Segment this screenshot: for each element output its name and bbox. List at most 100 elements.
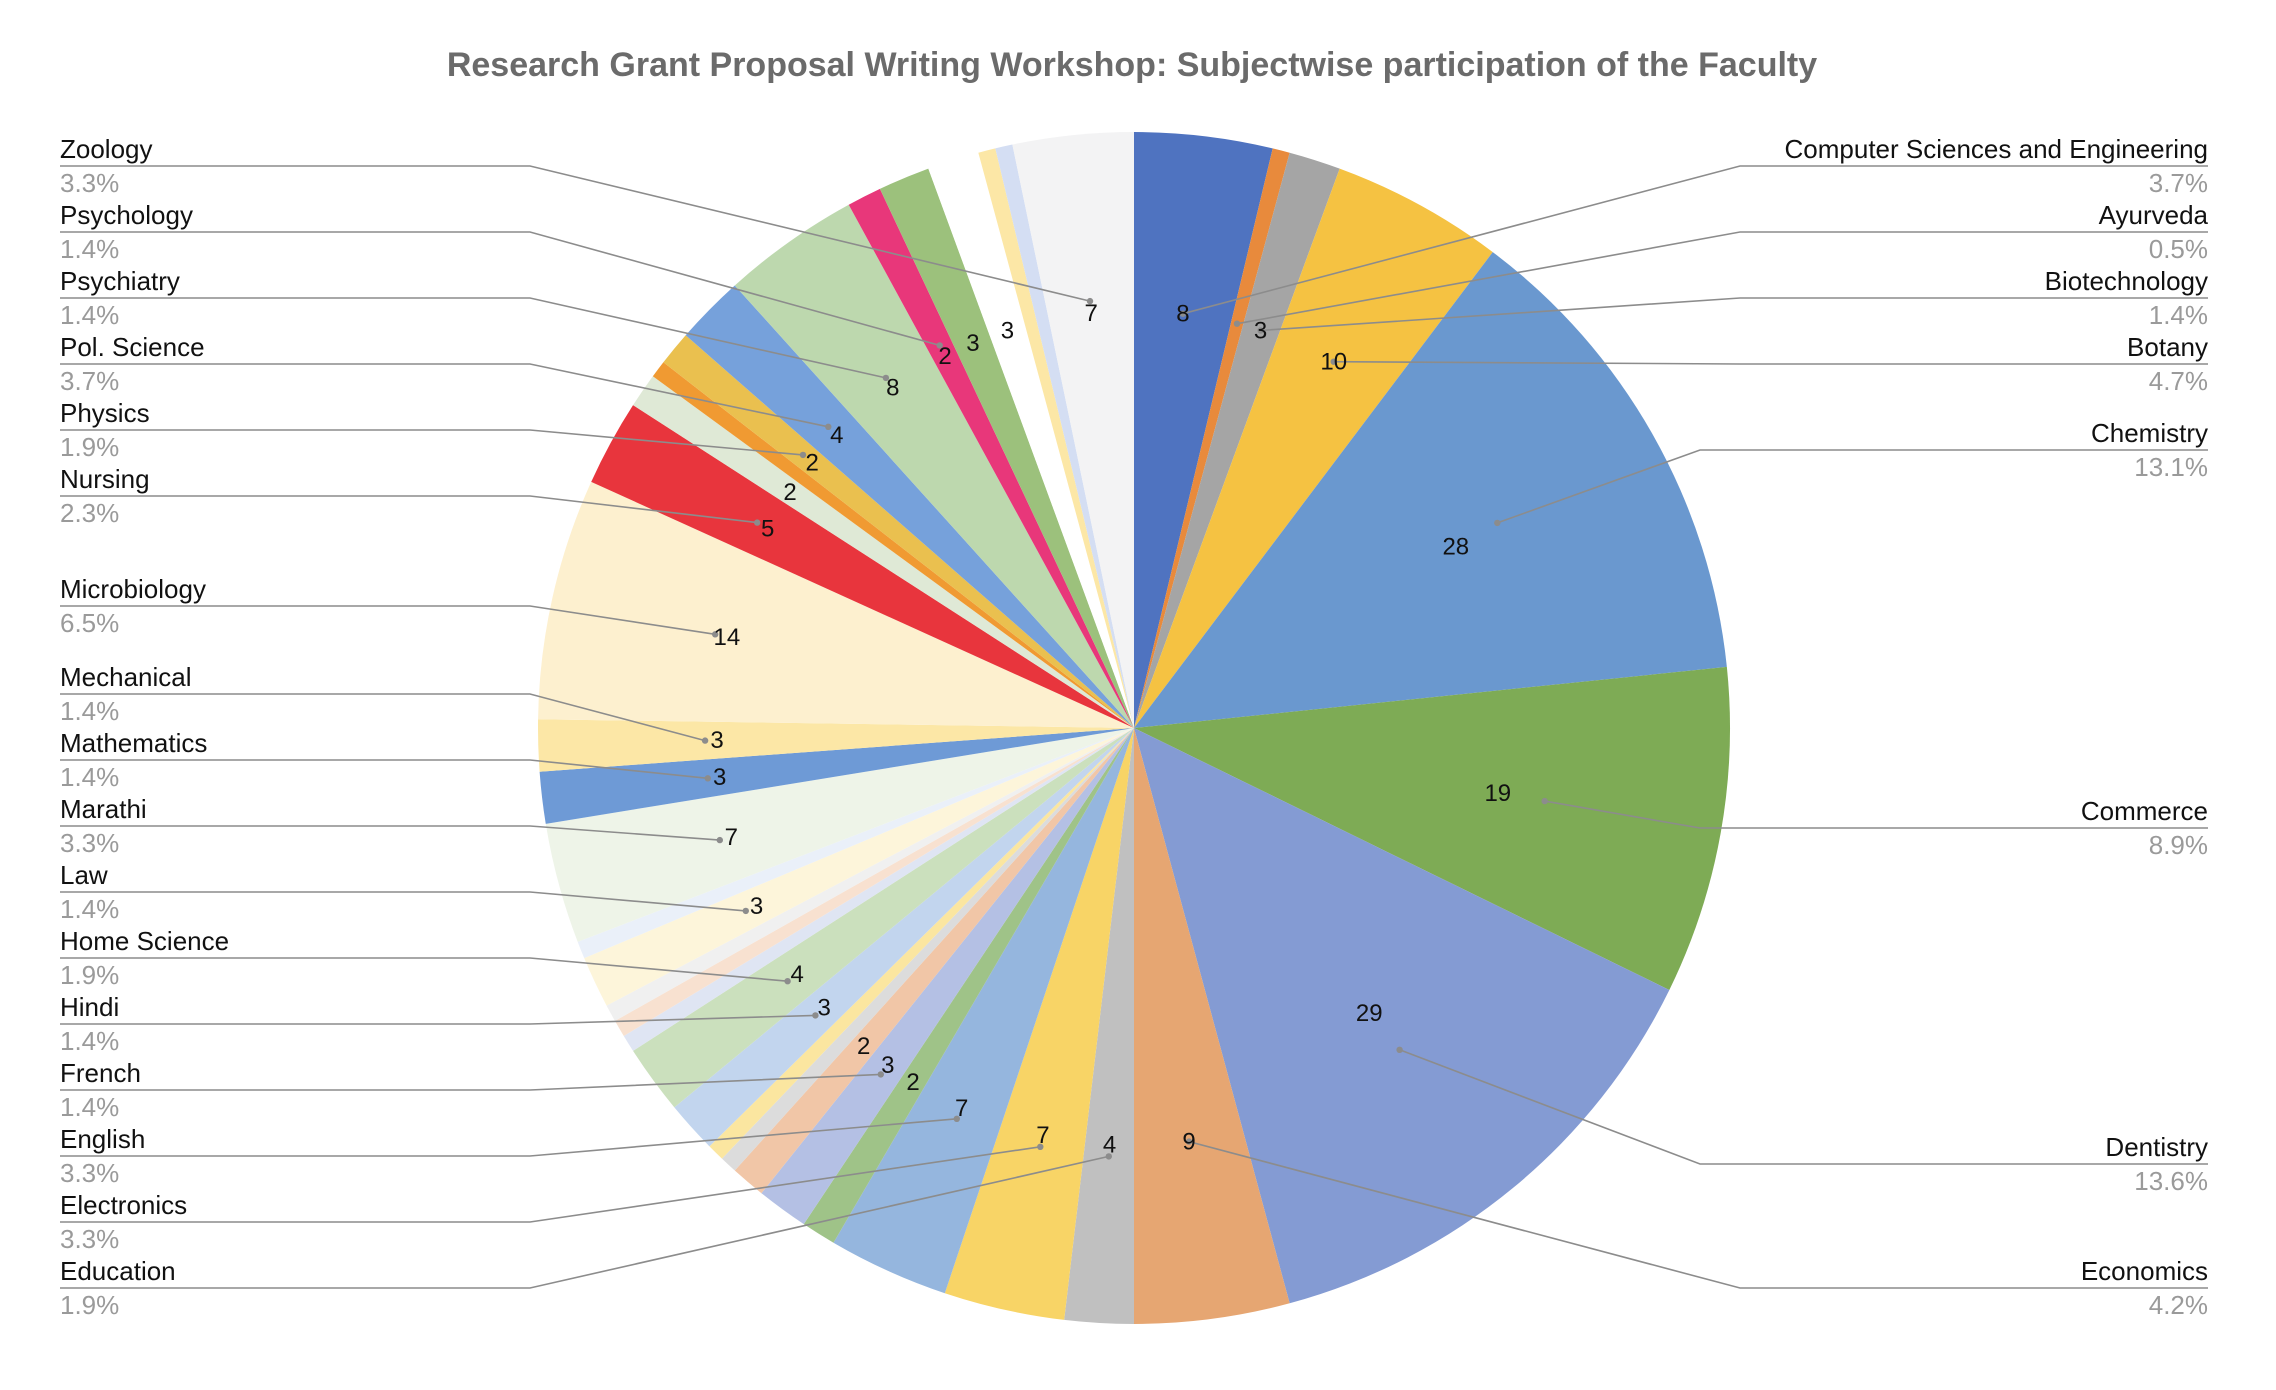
leader-line [60, 1014, 816, 1025]
slice-zoology [1012, 132, 1134, 728]
leader-dot [1494, 519, 1501, 527]
leader-dot [784, 978, 791, 985]
category-label-zoology: Zoology [60, 134, 153, 164]
leader-line [60, 495, 758, 524]
leader-dot [1037, 1143, 1044, 1151]
leader-dot [1105, 1153, 1113, 1160]
percent-label-electronics: 3.3% [60, 1224, 119, 1254]
category-label-biotechnology: Biotechnology [2045, 266, 2208, 296]
category-label-economics: Economics [2081, 1256, 2208, 1286]
leader-line [60, 1155, 1109, 1289]
leader-dot [704, 775, 711, 782]
value-label: 8 [1176, 301, 1189, 328]
value-label: 2 [783, 479, 796, 506]
leader-dot [877, 1071, 884, 1078]
category-label-pol-science: Pol. Science [60, 332, 205, 362]
slice-37 [995, 144, 1134, 729]
slice-chemistry [1134, 252, 1727, 728]
slice-computer-sciences-and-engineering [1134, 132, 1273, 728]
percent-label-zoology: 3.3% [60, 168, 119, 198]
slice-20 [606, 728, 1134, 1021]
category-label-microbiology: Microbiology [60, 574, 206, 604]
value-label: 7 [1036, 1122, 1049, 1149]
value-label: 29 [1356, 1000, 1383, 1027]
percent-label-ayurveda: 0.5% [2149, 234, 2208, 264]
percent-label-economics: 4.2% [2149, 1290, 2208, 1320]
percent-label-microbiology: 6.5% [60, 608, 119, 638]
value-label: 5 [761, 515, 774, 542]
value-label: 3 [1254, 318, 1267, 345]
percent-label-psychiatry: 1.4% [60, 300, 119, 330]
percent-label-english: 3.3% [60, 1158, 119, 1188]
leader-line [1236, 231, 2208, 325]
leader-line [60, 297, 887, 379]
slice-marathi [545, 728, 1134, 942]
value-label: 3 [1001, 318, 1014, 345]
leader-line [1497, 449, 2208, 524]
slice-22 [577, 728, 1134, 959]
percent-label-mathematics: 1.4% [60, 762, 119, 792]
category-label-psychiatry: Psychiatry [60, 266, 180, 296]
value-label: 8 [886, 375, 899, 402]
slice-hindi [674, 728, 1134, 1147]
leader-dot [1179, 310, 1187, 317]
pie-slices [537, 132, 1731, 1324]
leader-line [1399, 1049, 2208, 1165]
leader-dot [1086, 297, 1094, 305]
percent-label-psychology: 1.4% [60, 234, 119, 264]
leader-dot [1396, 1046, 1403, 1054]
percent-label-physics: 1.9% [60, 432, 119, 462]
value-label: 2 [906, 1069, 919, 1096]
leader-line [60, 957, 788, 982]
value-label: 3 [750, 893, 763, 920]
category-label-nursing: Nursing [60, 464, 150, 494]
value-label: 2 [938, 343, 951, 370]
category-label-english: English [60, 1124, 145, 1154]
leader-dot [754, 519, 761, 526]
leader-line [60, 891, 746, 912]
category-label-commerce: Commerce [2081, 796, 2208, 826]
leader-dot [953, 1115, 960, 1123]
percent-label-hindi: 1.4% [60, 1026, 119, 1056]
leader-dot [1185, 1138, 1193, 1145]
value-label: 10 [1320, 349, 1347, 376]
slice-pol-science [685, 285, 1134, 728]
slice-ayurveda [1134, 148, 1290, 728]
leader-line [1188, 1140, 2208, 1289]
slice-english [833, 728, 1134, 1294]
leader-dot [936, 342, 943, 349]
slice-14 [721, 728, 1134, 1171]
slice-commerce [1134, 666, 1731, 990]
value-label: 7 [1085, 300, 1098, 327]
leader-line [1544, 800, 2208, 829]
leader-dot [825, 423, 832, 430]
category-label-psychology: Psychology [60, 200, 193, 230]
slice-28 [633, 376, 1134, 728]
slice-physics [663, 335, 1134, 728]
category-label-botany: Botany [2127, 332, 2208, 362]
slice-microbiology [538, 481, 1134, 728]
category-label-marathi: Marathi [60, 794, 147, 824]
percent-label-law: 1.4% [60, 894, 119, 924]
slice-34 [879, 168, 1134, 729]
value-label: 2 [806, 449, 819, 476]
leader-dot [812, 1012, 819, 1019]
value-label: 28 [1442, 533, 1469, 560]
category-label-french: French [60, 1058, 141, 1088]
percent-label-marathi: 3.3% [60, 828, 119, 858]
leader-dot [799, 451, 807, 459]
percent-label-biotechnology: 1.4% [2149, 300, 2208, 330]
slice-15 [709, 728, 1134, 1159]
leader-line [60, 1073, 881, 1091]
category-label-home-science: Home Science [60, 926, 229, 956]
leader-dot [701, 737, 709, 744]
percent-label-botany: 4.7% [2149, 366, 2208, 396]
slice-law [584, 728, 1134, 1006]
category-label-ayurveda: Ayurveda [2099, 200, 2209, 230]
slice-education [1064, 728, 1134, 1324]
leader-line [60, 363, 829, 428]
value-label: 4 [830, 422, 843, 449]
category-label-hindi: Hindi [60, 992, 119, 1022]
slice-psychology [848, 188, 1134, 728]
leader-lines [60, 165, 2208, 1289]
